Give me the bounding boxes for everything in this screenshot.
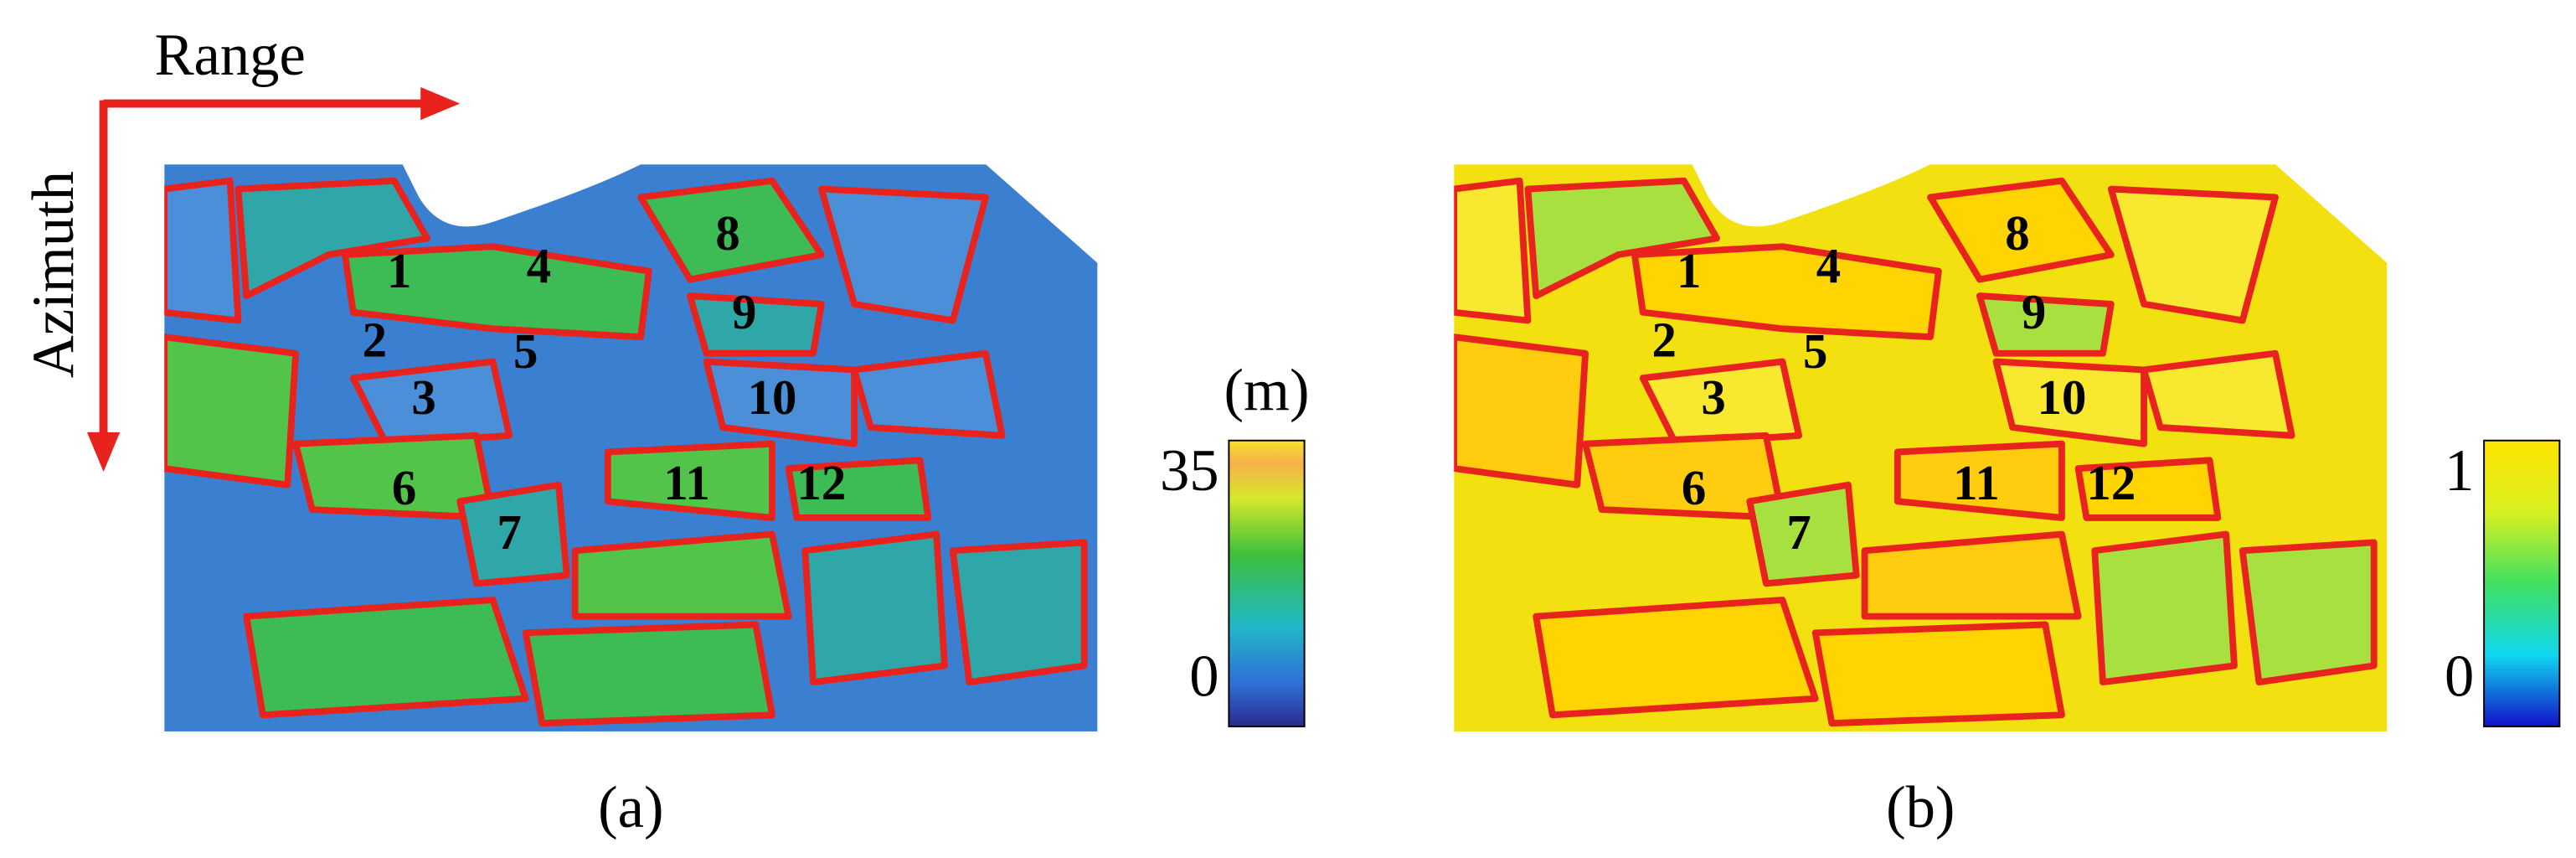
field-outline — [1454, 177, 1532, 324]
colorbar — [2483, 439, 2561, 728]
field-label: 5 — [513, 324, 538, 379]
field-outline — [949, 539, 1088, 686]
field-label: 4 — [527, 239, 551, 293]
field-label: 2 — [363, 313, 387, 367]
field-outline — [2074, 457, 2222, 521]
colorbar-max: 35 — [1160, 438, 1219, 504]
field-label: 4 — [1816, 239, 1841, 293]
field-outline — [2091, 530, 2238, 686]
range-label: Range — [154, 23, 305, 88]
field-outline — [243, 597, 529, 719]
field-outline — [2141, 349, 2295, 439]
field-outline — [2239, 539, 2378, 686]
map — [164, 164, 1098, 731]
field-label: 1 — [1677, 244, 1701, 298]
field-label: 2 — [1652, 313, 1677, 367]
field-outline — [164, 177, 242, 324]
field-outline — [1992, 358, 2147, 447]
field-outline — [801, 530, 948, 686]
field-label: 10 — [748, 370, 797, 425]
field-label: 8 — [2005, 206, 2029, 261]
field-label: 7 — [1786, 505, 1811, 560]
field-outline — [1893, 440, 2065, 521]
field-label: 7 — [497, 505, 521, 560]
colorbar — [1228, 439, 1306, 728]
field-label: 9 — [732, 285, 756, 339]
field-outline — [604, 440, 775, 521]
arrow-head — [420, 86, 461, 121]
azimuth-label: Azimuth — [21, 171, 86, 378]
field-label: 11 — [1953, 456, 2000, 510]
field-outline — [1746, 481, 1860, 587]
field-label: 11 — [663, 456, 710, 510]
field-outline — [1639, 358, 1803, 447]
colorbar-min: 0 — [1189, 644, 1218, 709]
field-outline — [1454, 333, 1589, 488]
field-outline — [851, 349, 1006, 439]
colorbar-unit: (m) — [1224, 358, 1310, 423]
field-label: 12 — [796, 456, 846, 510]
panel-label: (a) — [598, 775, 663, 840]
field-outline — [637, 177, 825, 283]
panel-label: (b) — [1886, 775, 1955, 840]
colorbar-max: 1 — [2445, 438, 2474, 504]
field-label: 5 — [1803, 324, 1827, 379]
field-label: 6 — [1682, 461, 1706, 515]
field-outline — [1927, 177, 2115, 283]
orientation-arrows — [86, 86, 461, 473]
field-label: 1 — [387, 244, 411, 298]
field-outline — [164, 333, 300, 488]
field-outline — [1533, 597, 1819, 719]
field-outline — [234, 177, 430, 300]
arrow-head — [86, 432, 121, 473]
field-outline — [571, 530, 792, 620]
field-outline — [1524, 177, 1720, 300]
field-outline — [687, 292, 825, 357]
field-outline — [1976, 292, 2115, 357]
field-label: 6 — [392, 461, 416, 515]
field-outline — [349, 358, 513, 447]
field-label: 12 — [2086, 456, 2136, 510]
field-outline — [817, 185, 989, 324]
field-outline — [785, 457, 932, 521]
map — [1454, 164, 2388, 731]
field-label: 3 — [411, 370, 435, 425]
field-outline — [456, 481, 570, 587]
field-label: 10 — [2038, 370, 2087, 425]
field-label: 3 — [1701, 370, 1725, 425]
field-outline — [1631, 243, 1942, 341]
field-outline — [2107, 185, 2279, 324]
field-outline — [703, 358, 858, 447]
field-outline — [522, 621, 775, 727]
colorbar-min: 0 — [2445, 644, 2474, 709]
field-label: 9 — [2022, 285, 2046, 339]
field-outline — [1811, 621, 2065, 727]
field-label: 8 — [715, 206, 739, 261]
field-outline — [1861, 530, 2082, 620]
field-outline — [342, 243, 652, 341]
